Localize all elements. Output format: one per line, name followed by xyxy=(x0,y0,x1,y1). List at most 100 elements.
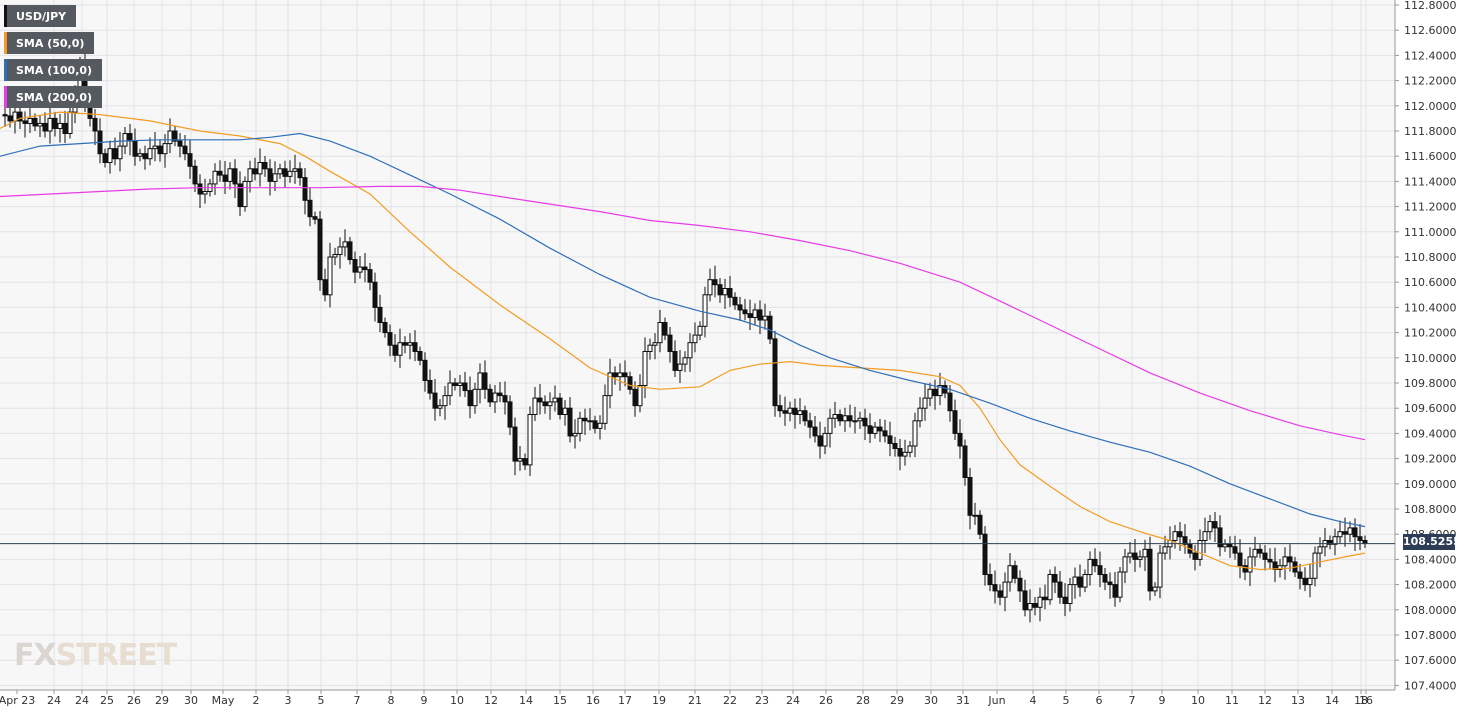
candle xyxy=(1012,560,1018,584)
candle-body xyxy=(807,420,813,428)
candle xyxy=(982,526,988,586)
candle-body xyxy=(17,111,23,122)
candle-body xyxy=(1112,584,1118,598)
candle-body xyxy=(872,426,878,434)
x-tick-label: 15 xyxy=(553,694,567,707)
candle xyxy=(237,171,243,217)
candle xyxy=(212,163,218,196)
logo-street: STREET xyxy=(55,638,178,673)
x-tick-label: 22 xyxy=(723,694,737,707)
x-tick-label: 31 xyxy=(956,694,970,707)
legend-item-sma200[interactable]: SMA (200,0) xyxy=(4,86,103,108)
candle xyxy=(1197,529,1203,566)
candle xyxy=(47,104,53,144)
candle xyxy=(242,176,248,212)
candle xyxy=(392,334,398,362)
candle-body xyxy=(617,372,623,378)
legend-item-sma100[interactable]: SMA (100,0) xyxy=(4,59,103,81)
candle xyxy=(452,377,458,391)
candle xyxy=(412,330,418,362)
candle-body xyxy=(1362,540,1368,544)
candle-body xyxy=(942,385,948,394)
y-tick-label: 109.2000 xyxy=(1404,453,1457,466)
legend-item-usdjpy[interactable]: USD/JPY xyxy=(4,5,77,27)
candle xyxy=(812,416,818,443)
candle-body xyxy=(442,395,448,407)
candle xyxy=(1157,545,1163,599)
candle xyxy=(192,159,198,192)
candle xyxy=(487,384,493,407)
candle-body xyxy=(722,288,728,296)
x-tick-label: 12 xyxy=(484,694,498,707)
candle xyxy=(282,160,288,188)
candle xyxy=(762,303,768,330)
candle-body xyxy=(337,246,343,255)
candle xyxy=(582,408,588,435)
candle-body xyxy=(112,148,118,160)
logo-fx: FX xyxy=(14,638,57,673)
candle xyxy=(662,317,668,341)
y-tick-label: 110.4000 xyxy=(1404,301,1457,314)
candle-body xyxy=(127,133,133,142)
candle-body xyxy=(852,420,858,423)
candle-body xyxy=(612,372,618,378)
candle xyxy=(157,139,163,162)
y-tick-label: 112.0000 xyxy=(1404,100,1457,113)
candle-body xyxy=(1027,603,1033,611)
candle-body xyxy=(1332,536,1338,545)
legend-label: USD/JPY xyxy=(16,9,67,23)
candle-body xyxy=(742,309,748,315)
candle-body xyxy=(277,168,283,175)
candle xyxy=(1082,569,1088,593)
candle-body xyxy=(1247,556,1253,573)
candle xyxy=(742,298,748,321)
x-tick-label: Apr 23 xyxy=(0,694,35,707)
candle xyxy=(1297,563,1303,590)
candle-body xyxy=(712,279,718,286)
candle xyxy=(512,417,518,476)
candle xyxy=(527,406,533,476)
candle-body xyxy=(1037,596,1043,608)
candle xyxy=(917,397,923,428)
candle xyxy=(927,382,933,407)
candle xyxy=(667,327,673,363)
candle xyxy=(977,510,983,540)
candle-body xyxy=(312,216,318,220)
candle-body xyxy=(582,417,588,422)
legend-item-sma50[interactable]: SMA (50,0) xyxy=(4,32,95,54)
candle-body xyxy=(1327,540,1333,545)
candle-body xyxy=(177,140,183,147)
candle-body xyxy=(692,334,698,344)
x-tick-label: 30 xyxy=(184,694,198,707)
legend: USD/JPY SMA (50,0) SMA (100,0) SMA (200,… xyxy=(4,5,103,113)
candle-body xyxy=(122,133,128,147)
candle xyxy=(877,419,883,442)
x-tick-label: 24 xyxy=(47,694,61,707)
candle xyxy=(1152,582,1158,596)
sma-line-500 xyxy=(0,111,1366,571)
legend-swatch xyxy=(4,32,7,54)
candle-body xyxy=(732,296,738,306)
candle xyxy=(1117,566,1123,603)
candle-body xyxy=(387,332,393,346)
candle xyxy=(1137,550,1143,568)
x-tick-label: 10 xyxy=(450,694,464,707)
candle-body xyxy=(1152,586,1158,592)
candle-body xyxy=(297,168,303,179)
candle-body xyxy=(1252,548,1258,558)
candle xyxy=(1047,569,1053,605)
candle xyxy=(602,384,608,430)
candle-body xyxy=(842,415,848,422)
candle xyxy=(782,396,788,426)
candle xyxy=(1027,589,1033,623)
candle-body xyxy=(547,401,553,407)
candle xyxy=(717,278,723,303)
candle-body xyxy=(62,122,68,135)
candle-body xyxy=(932,388,938,397)
candle xyxy=(557,393,563,420)
candle-body xyxy=(7,115,13,122)
candle-body xyxy=(607,372,613,397)
candle-body xyxy=(957,432,963,447)
candle xyxy=(827,408,833,448)
